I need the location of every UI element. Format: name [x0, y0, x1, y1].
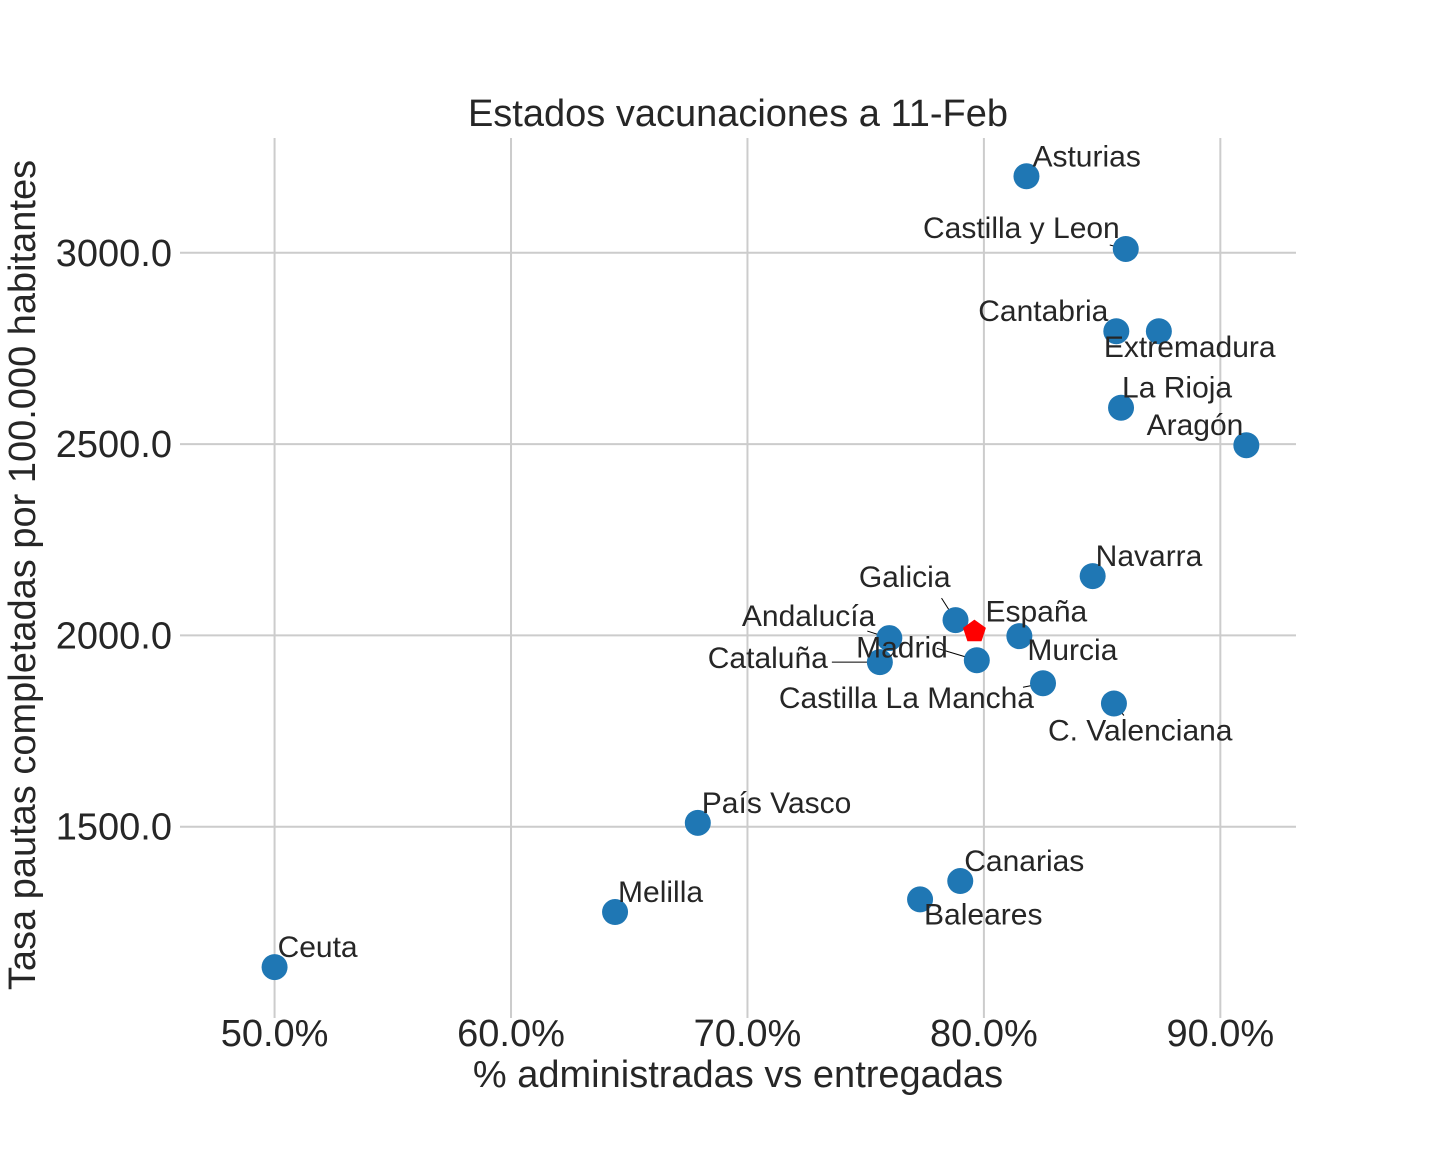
x-tick-label: 80.0%: [930, 1013, 1038, 1055]
x-tick-label: 70.0%: [694, 1013, 802, 1055]
point-label: C. Valenciana: [1048, 714, 1233, 747]
data-point: [1112, 235, 1139, 262]
point-label: País Vasco: [702, 787, 852, 820]
grid-lines: [180, 138, 1296, 1018]
data-point: [1079, 563, 1106, 590]
data-point: [1013, 163, 1040, 190]
y-axis-label: Tasa pautas completadas por 100.000 habi…: [2, 160, 44, 990]
data-point: [942, 607, 969, 634]
point-labels: Asturias Castilla y Leon CantabriaExtremad…: [278, 140, 1276, 964]
x-axis-ticks: 50.0% 60.0% 70.0% 80.0% 90.0%: [221, 1013, 1275, 1055]
highlight-point: [963, 619, 986, 642]
data-point: [684, 809, 711, 836]
point-label: Castilla y Leon: [923, 212, 1120, 245]
point-label: Cataluña: [708, 642, 828, 675]
point-label: Cantabria: [978, 295, 1108, 328]
data-point: [1100, 690, 1127, 717]
point-label: La Rioja: [1122, 372, 1232, 405]
data-point: [261, 954, 288, 981]
y-tick-label: 2500.0: [56, 424, 172, 466]
x-tick-label: 90.0%: [1166, 1013, 1274, 1055]
data-point: [907, 886, 934, 913]
point-label: Castilla La Mancha: [779, 682, 1034, 715]
data-points: [261, 163, 1260, 981]
point-label: Madrid: [856, 631, 948, 664]
data-point: [1030, 670, 1057, 697]
data-point: [876, 625, 903, 652]
point-label: Canarias: [964, 845, 1084, 878]
data-point: [602, 899, 629, 926]
data-point: [1006, 623, 1033, 650]
point-label: Asturias: [1032, 140, 1140, 173]
y-axis-ticks: 1500.0 2000.0 2500.0 3000.0: [56, 233, 172, 849]
point-label: Melilla: [618, 876, 703, 909]
data-point: [1103, 318, 1130, 345]
y-tick-label: 1500.0: [56, 807, 172, 849]
point-label: Ceuta: [278, 931, 358, 964]
point-label: Baleares: [924, 898, 1042, 931]
x-tick-label: 50.0%: [221, 1013, 329, 1055]
y-tick-label: 3000.0: [56, 233, 172, 275]
point-label: Murcia: [1027, 634, 1117, 667]
point-label: España: [985, 596, 1087, 629]
point-label: Andalucía: [742, 600, 876, 633]
data-point: [1145, 318, 1172, 345]
data-point: [963, 647, 990, 674]
x-tick-label: 60.0%: [457, 1013, 565, 1055]
data-point: [947, 868, 974, 895]
point-label: Navarra: [1096, 540, 1203, 573]
data-point: [1108, 394, 1135, 421]
point-label: Aragón: [1147, 409, 1244, 442]
y-tick-label: 2000.0: [56, 615, 172, 657]
data-point: [1233, 432, 1260, 459]
point-label: Extremadura: [1104, 331, 1276, 364]
x-axis-label: % administradas vs entregadas: [473, 1054, 1003, 1096]
chart-title: Estados vacunaciones a 11-Feb: [468, 93, 1008, 135]
data-point: [866, 649, 893, 676]
point-label: Galicia: [859, 561, 951, 594]
